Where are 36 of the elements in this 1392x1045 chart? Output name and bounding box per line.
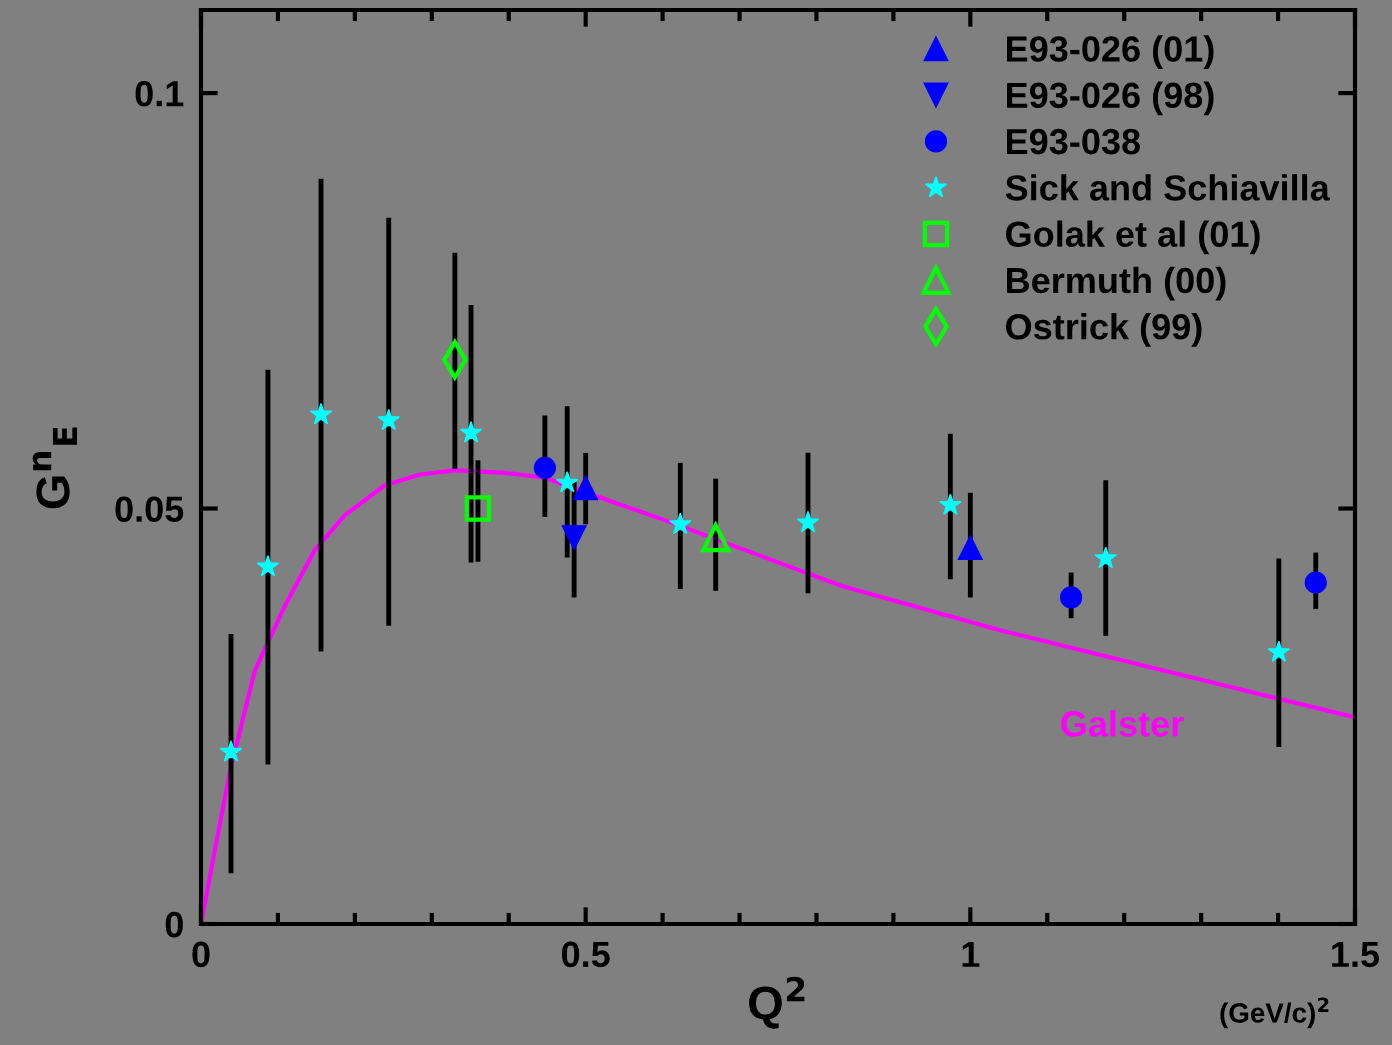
legend-label: Ostrick (99) bbox=[1006, 313, 1202, 347]
x-tick-label: 0.5 bbox=[562, 941, 610, 968]
x-tick-label: 1.5 bbox=[1332, 941, 1380, 968]
legend-label: Golak et al (01) bbox=[1006, 220, 1260, 255]
point bbox=[573, 475, 599, 501]
point bbox=[1060, 586, 1083, 609]
point bbox=[459, 421, 483, 443]
point bbox=[219, 740, 243, 762]
legend-label: E93-026 (01) bbox=[1007, 35, 1214, 69]
point bbox=[377, 408, 400, 431]
text: (GeV/c)$^{2}$ bbox=[1220, 997, 1329, 1029]
legend-label: E93-038 bbox=[1007, 128, 1141, 155]
y-tick-label: 0 bbox=[165, 911, 183, 938]
point bbox=[1267, 640, 1291, 662]
point bbox=[939, 493, 962, 515]
point bbox=[533, 456, 557, 479]
point bbox=[464, 495, 492, 522]
y-axis-title: G$^{n}$$_{E}$ bbox=[32, 427, 78, 509]
annotation: Galster bbox=[1061, 710, 1184, 737]
y-tick-label: 0.05 bbox=[115, 496, 184, 522]
point bbox=[309, 402, 333, 425]
point bbox=[561, 525, 587, 551]
x-tick-label: 0 bbox=[192, 941, 210, 968]
point bbox=[555, 470, 579, 493]
legend-label: Sick and Schiavilla bbox=[1005, 174, 1330, 201]
x-tick-label: 1 bbox=[962, 941, 980, 967]
y-tick-label: 0.1 bbox=[135, 80, 184, 107]
x-axis-title: Q$^{2}$ bbox=[749, 976, 805, 1029]
point bbox=[796, 510, 820, 533]
point bbox=[957, 535, 983, 561]
legend-label: E93-026 (98) bbox=[1007, 81, 1214, 116]
point bbox=[1094, 546, 1117, 569]
point bbox=[1304, 571, 1327, 594]
legend-label: Bermuth (00) bbox=[1007, 266, 1226, 301]
point bbox=[256, 554, 280, 577]
point bbox=[669, 512, 692, 535]
